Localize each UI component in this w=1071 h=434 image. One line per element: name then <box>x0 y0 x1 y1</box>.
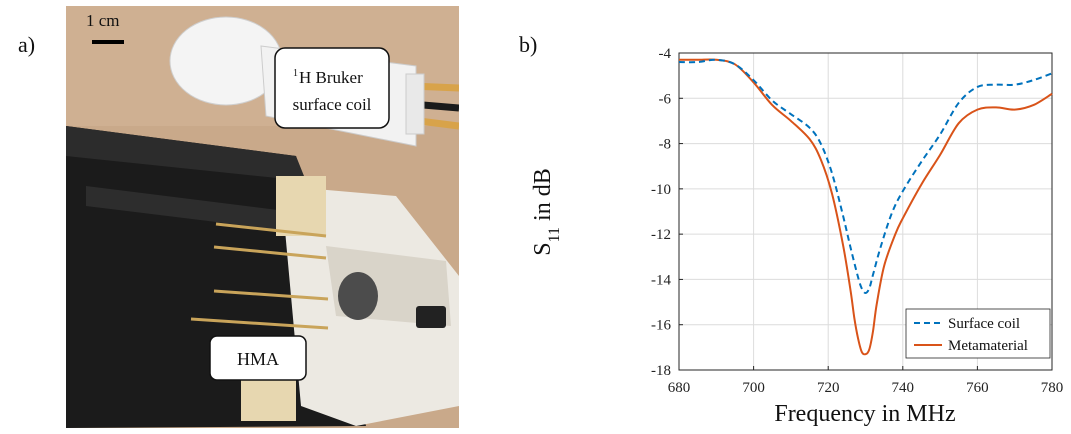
series-line-metamaterial <box>679 58 1053 356</box>
metamaterial-wires <box>190 222 329 330</box>
y-tick-label: -6 <box>659 91 672 107</box>
x-tick-label: 700 <box>742 380 765 396</box>
x-tick-label: 720 <box>817 380 840 396</box>
legend-box <box>905 308 1051 359</box>
coil-label-box: 1 H Bruker surface coil <box>274 47 390 129</box>
plot-frame <box>678 52 1053 371</box>
y-tick-label: -18 <box>651 363 671 379</box>
y-axis-label-suffix: in dB <box>530 168 556 227</box>
legend-entry-surface-coil: Surface coil <box>948 316 1020 332</box>
coil-label-superscript: 1 <box>293 68 298 79</box>
hma-label-box: HMA <box>209 335 307 381</box>
y-tick-label: -4 <box>659 46 672 62</box>
photo-illustration: 1 H Bruker surface coil 1 cm <box>66 6 459 428</box>
probe-body <box>281 186 459 426</box>
series-line-surface-coil <box>678 58 1053 295</box>
spacer-block-top <box>276 176 326 236</box>
coil-photograph: 1 H Bruker surface coil 1 cm <box>66 6 459 428</box>
coil-label-line1: H Bruker <box>299 68 363 87</box>
scale-bar: 1 cm <box>86 11 124 44</box>
x-tick-label: 760 <box>966 380 989 396</box>
y-tick-label: -8 <box>659 137 672 153</box>
s11-chart: 680 700 720 740 760 780-4-6-8-10-12-14-16-18 … <box>530 46 1063 427</box>
y-tick-label: -12 <box>651 227 671 243</box>
x-axis-label: Frequency in MHz <box>774 401 955 427</box>
y-axis-label-sub: 11 <box>546 227 563 242</box>
x-tick-label: 780 <box>1041 380 1064 396</box>
y-tick-label: -16 <box>651 318 671 334</box>
y-axis-label: S11 in dB <box>530 168 563 255</box>
panel-a-label: a) <box>18 32 36 57</box>
series <box>678 58 1053 356</box>
ticks: 680 700 720 740 760 780 -4 -6 -8 -10 -12 -14 -16 -18 <box>651 46 1063 396</box>
hma-label: HMA <box>237 349 279 369</box>
legend-entry-metamaterial: Metamaterial <box>948 338 1028 354</box>
panel-b-label: b) <box>519 32 538 57</box>
scale-bar-text: 1 cm <box>86 11 120 30</box>
y-axis-label-main: S <box>530 242 556 255</box>
x-tick-label: 680 <box>668 380 691 396</box>
coil-label-line2: surface coil <box>293 95 372 114</box>
legend: Surface coil Metamaterial <box>905 308 1051 359</box>
y-tick-label: -14 <box>651 272 671 288</box>
y-tick-label: -10 <box>651 182 671 198</box>
x-tick-label: 740 <box>892 380 915 396</box>
